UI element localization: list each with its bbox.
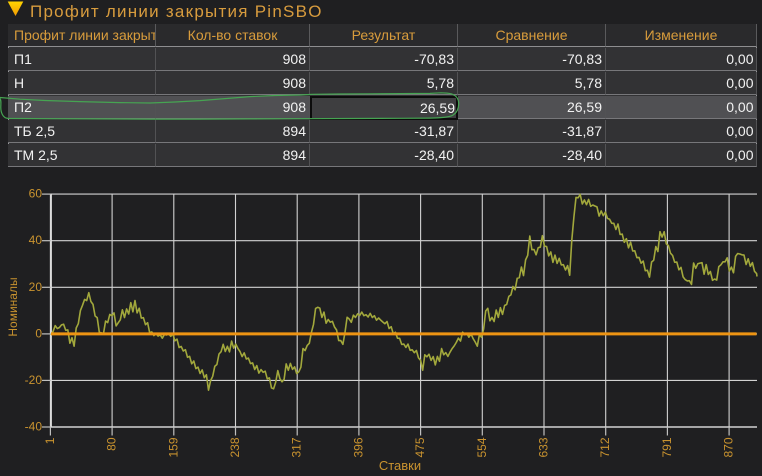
svg-text:317: 317 [290,437,304,457]
svg-text:870: 870 [722,437,736,457]
svg-text:80: 80 [105,437,119,451]
svg-text:1: 1 [43,437,57,444]
svg-text:238: 238 [228,437,242,457]
svg-text:159: 159 [166,437,180,457]
svg-text:-40: -40 [25,420,43,434]
svg-text:475: 475 [413,437,427,457]
svg-text:396: 396 [351,437,365,457]
svg-text:-20: -20 [25,373,43,387]
svg-text:0: 0 [35,326,42,340]
svg-text:633: 633 [537,437,551,457]
svg-text:791: 791 [660,437,674,457]
svg-text:20: 20 [29,280,43,294]
svg-text:Номиналы: Номиналы [6,277,20,336]
svg-text:554: 554 [475,437,489,457]
svg-text:60: 60 [29,187,43,201]
svg-text:Ставки: Ставки [379,458,421,473]
svg-text:40: 40 [29,233,43,247]
svg-text:712: 712 [598,437,612,457]
